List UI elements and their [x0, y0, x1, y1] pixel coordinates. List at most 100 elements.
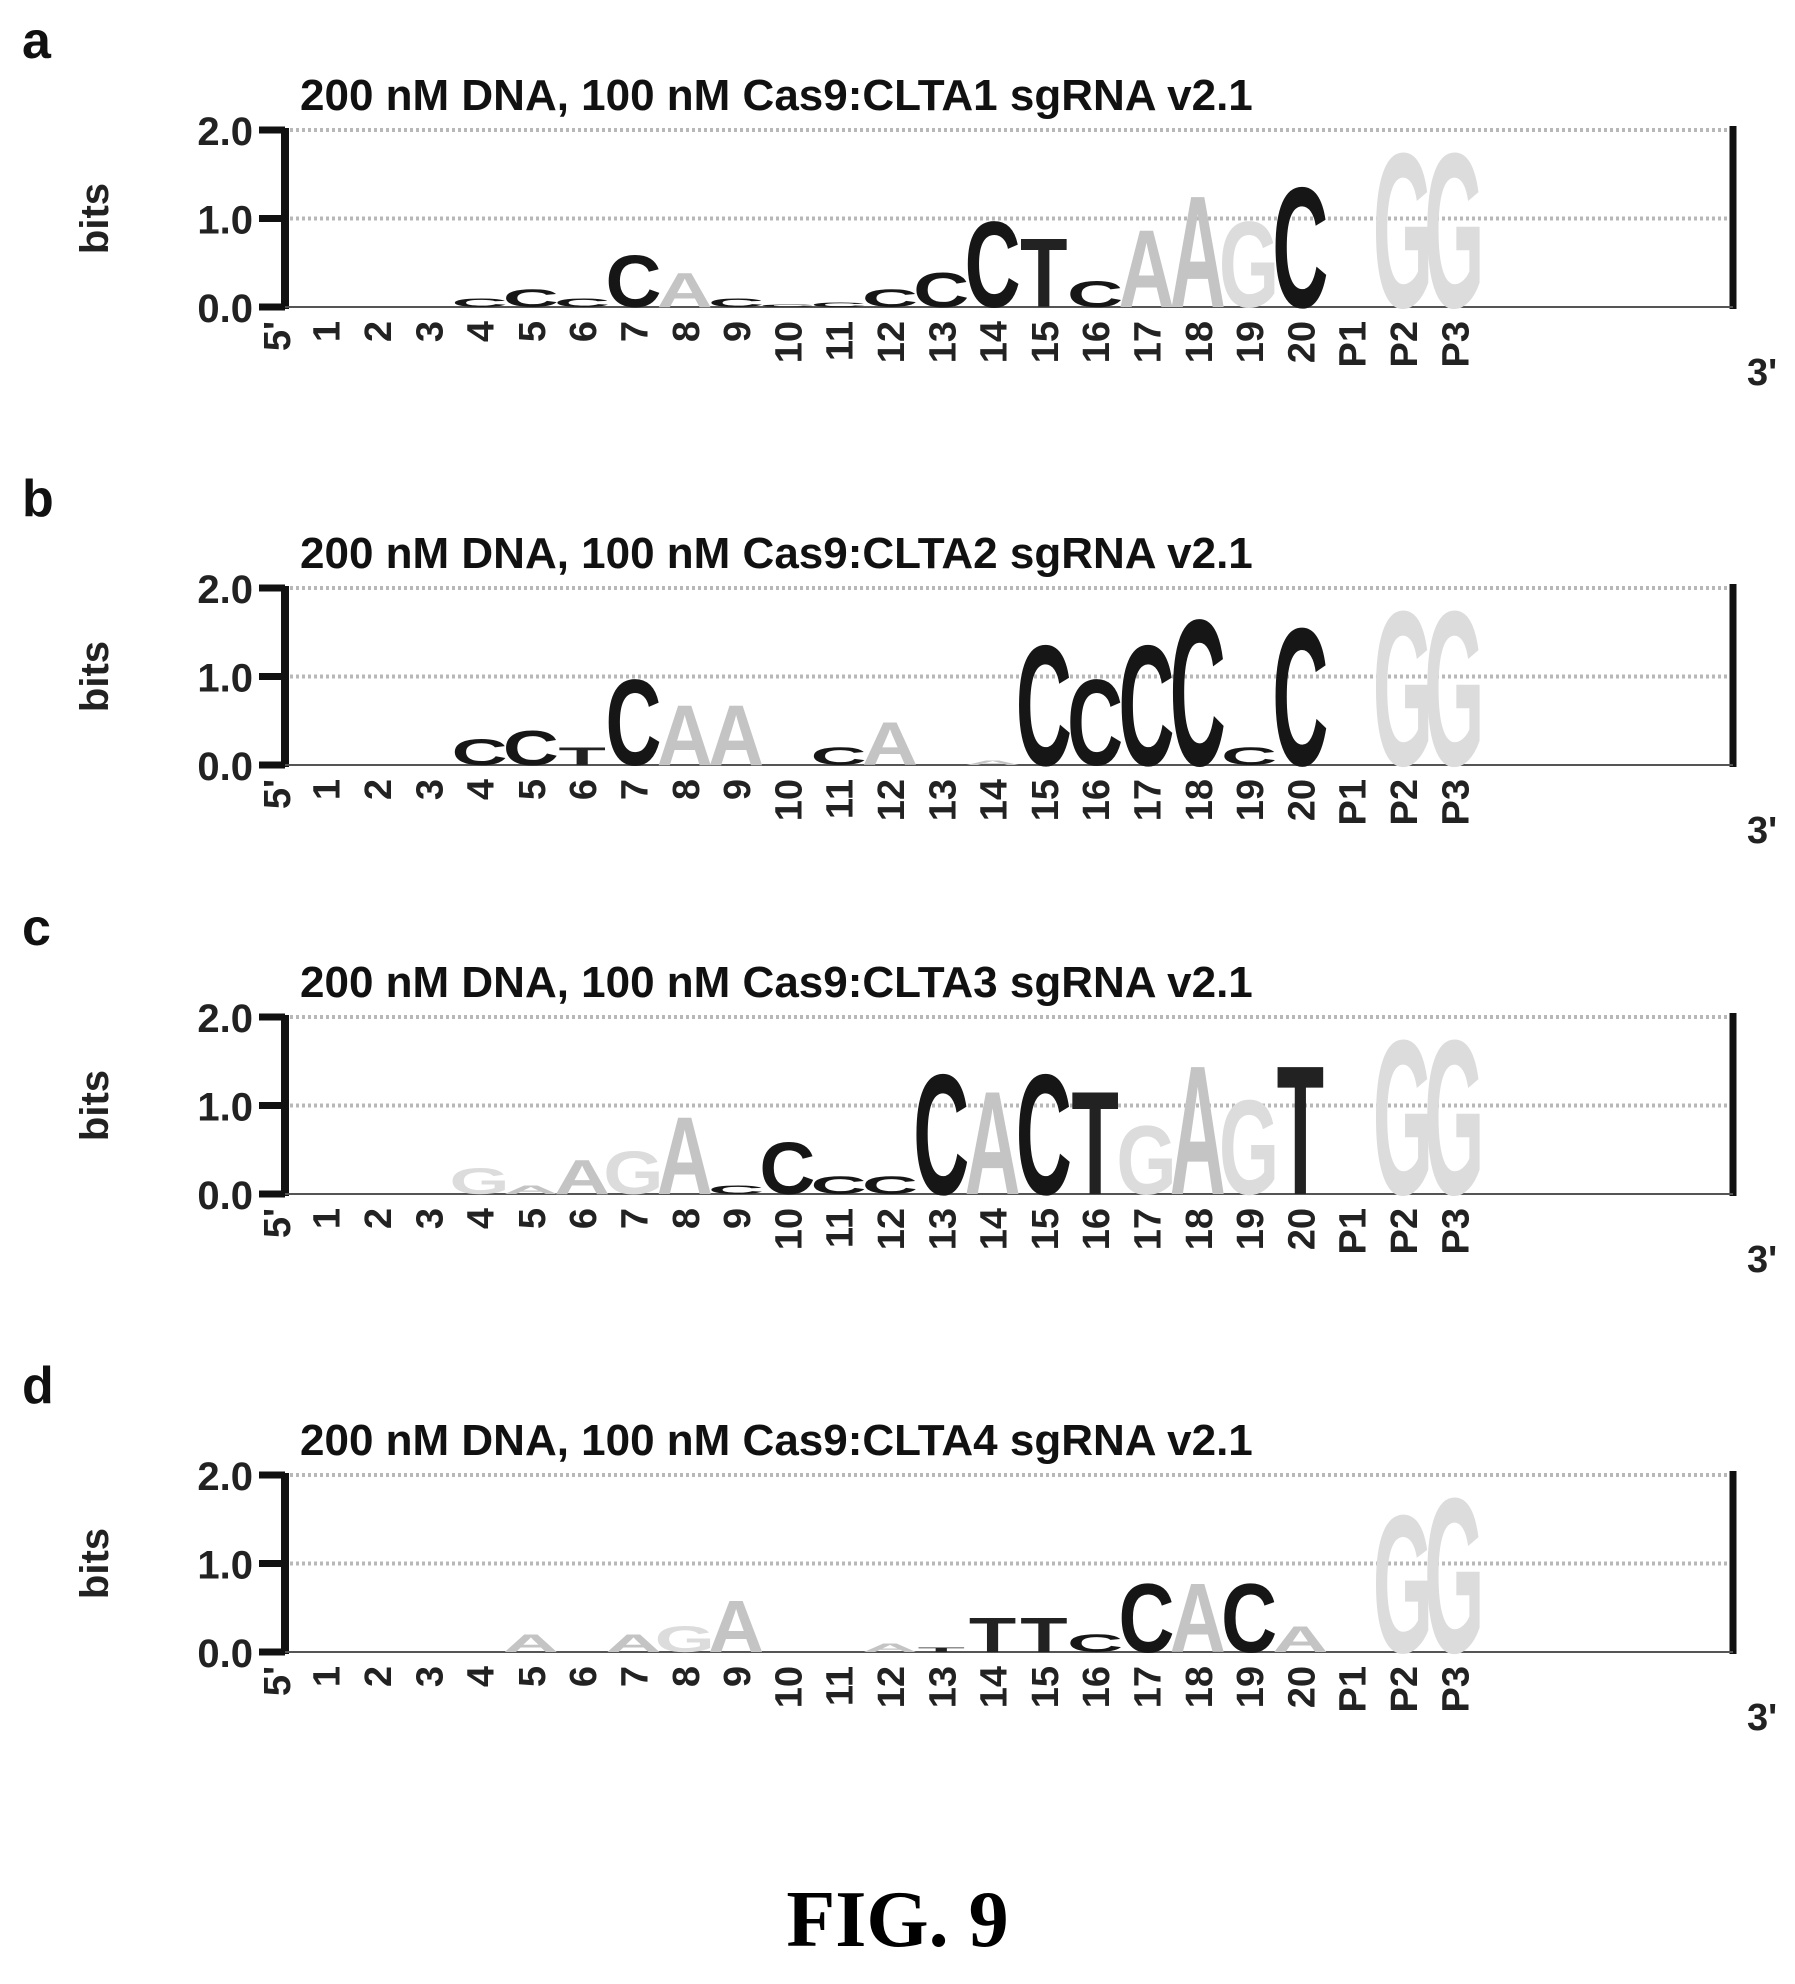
x-tick-label: 11 [820, 1208, 862, 1248]
logo-letter: C [1067, 274, 1123, 315]
logo-letter: C [1067, 1630, 1123, 1657]
x-tick-label: 2 [358, 321, 400, 342]
y-tick-label: 2.0 [197, 997, 253, 1041]
y-tick-label: 1.0 [197, 1086, 253, 1130]
x-tick-label: 1 [307, 1208, 349, 1229]
logo-chart: 200 nM DNA, 100 nM Cas9:CLTA1 sgRNA v2.1… [0, 15, 1795, 435]
logo-letter: A [503, 1183, 559, 1197]
chart-title: 200 nM DNA, 100 nM Cas9:CLTA3 sgRNA v2.1 [300, 958, 1253, 1007]
x-tick-label: 14 [974, 1208, 1016, 1250]
y-tick-label: 0.0 [197, 1632, 253, 1676]
x-tick-label: P2 [1384, 1666, 1426, 1712]
logo-letter: G [603, 1139, 663, 1208]
x-tick-label: P1 [1333, 1208, 1375, 1254]
logo-letter: C [759, 304, 815, 308]
x-tick-label: 3 [409, 321, 451, 342]
logo-letter: C [1221, 1563, 1277, 1673]
logo-letter: T [1277, 1027, 1324, 1233]
x-tick-label: 20 [1281, 321, 1323, 363]
x-tick-label: 1 [307, 321, 349, 342]
x-tick-label: 10 [768, 1208, 810, 1250]
x-tick-label: 2 [358, 1666, 400, 1687]
logo-letter: C [862, 285, 918, 312]
x-tick-label: 1 [307, 1666, 349, 1687]
logo-letter: C [862, 1172, 918, 1199]
x-tick-label: 12 [871, 1208, 913, 1250]
logo-letter: G [655, 1619, 715, 1660]
panel-c: c 200 nM DNA, 100 nM Cas9:CLTA3 sgRNA v2… [0, 902, 1795, 1362]
x-tick-label: 10 [768, 321, 810, 363]
logo-letter: C [1221, 743, 1277, 770]
logo-letter: C [811, 1172, 867, 1199]
logo-letter: C [759, 1129, 815, 1211]
logo-letter: A [1170, 162, 1226, 341]
x-tick-label: P1 [1333, 321, 1375, 367]
x-tick-label: P3 [1435, 779, 1477, 825]
five-prime-label: 5' [257, 321, 299, 351]
x-tick-label: 16 [1076, 779, 1118, 821]
x-tick-label: 11 [820, 321, 862, 361]
y-tick-label: 1.0 [197, 199, 253, 243]
logo-letter: C [503, 720, 559, 775]
logo-letter: A [708, 1587, 764, 1669]
x-tick-label: 2 [358, 1208, 400, 1229]
x-tick-label: 3 [409, 1666, 451, 1687]
x-tick-label: 19 [1230, 1208, 1272, 1250]
three-prime-label: 3' [1747, 1239, 1777, 1281]
logo-letter: A [708, 688, 764, 784]
x-tick-label: 13 [922, 1208, 964, 1250]
x-tick-label: 15 [1025, 1208, 1067, 1250]
logo-letter: C [503, 285, 559, 312]
y-tick-label: 0.0 [197, 745, 253, 789]
x-tick-label: 6 [563, 1208, 605, 1229]
x-tick-label: 12 [871, 779, 913, 821]
x-tick-label: P1 [1333, 1666, 1375, 1712]
y-tick-label: 2.0 [197, 110, 253, 154]
chart-title: 200 nM DNA, 100 nM Cas9:CLTA4 sgRNA v2.1 [300, 1416, 1253, 1465]
logo-letter: A [1170, 1563, 1226, 1673]
logo-letter: C [554, 296, 610, 310]
x-tick-label: 5 [512, 1208, 554, 1229]
x-tick-label: 7 [614, 1208, 656, 1229]
x-tick-label: 20 [1281, 779, 1323, 821]
logo-letter: C [452, 732, 508, 773]
x-tick-label: 20 [1281, 1666, 1323, 1708]
logo-letter: C [811, 301, 867, 308]
x-tick-label: P2 [1384, 1208, 1426, 1254]
y-tick-label: 2.0 [197, 568, 253, 612]
chart-title: 200 nM DNA, 100 nM Cas9:CLTA2 sgRNA v2.1 [300, 529, 1253, 578]
logo-letter: G [1424, 1453, 1484, 1700]
x-tick-label: 19 [1230, 1666, 1272, 1708]
x-tick-label: 14 [974, 321, 1016, 363]
x-tick-label: 6 [563, 779, 605, 800]
three-prime-label: 3' [1747, 1697, 1777, 1739]
x-tick-label: 13 [922, 1666, 964, 1708]
five-prime-label: 5' [257, 779, 299, 809]
x-tick-label: 8 [666, 779, 708, 800]
x-tick-label: 8 [666, 1666, 708, 1687]
x-tick-label: 13 [922, 321, 964, 363]
logo-letter: A [503, 1630, 559, 1657]
x-tick-label: 20 [1281, 1208, 1323, 1250]
x-tick-label: 13 [922, 779, 964, 821]
x-tick-label: 7 [614, 321, 656, 342]
y-tick-label: 2.0 [197, 1455, 253, 1499]
x-tick-label: 16 [1076, 1666, 1118, 1708]
logo-letter: T [558, 743, 605, 770]
logo-chart: 200 nM DNA, 100 nM Cas9:CLTA4 sgRNA v2.1… [0, 1360, 1795, 1780]
x-tick-label: 11 [820, 779, 862, 819]
logo-letter: G [1219, 196, 1279, 334]
x-tick-label: 18 [1179, 321, 1221, 363]
x-tick-label: 18 [1179, 779, 1221, 821]
y-axis-label: bits [73, 1070, 117, 1141]
x-tick-label: P3 [1435, 1208, 1477, 1254]
x-tick-label: 14 [974, 1666, 1016, 1708]
x-tick-label: 9 [717, 1208, 759, 1229]
y-tick-label: 1.0 [197, 1544, 253, 1588]
x-tick-label: 10 [768, 779, 810, 821]
logo-letter: C [965, 196, 1021, 334]
figure-caption: FIG. 9 [0, 1875, 1795, 1966]
logo-letter: C [1016, 610, 1072, 802]
x-tick-label: 14 [974, 779, 1016, 821]
logo-letter: A [965, 1060, 1021, 1225]
